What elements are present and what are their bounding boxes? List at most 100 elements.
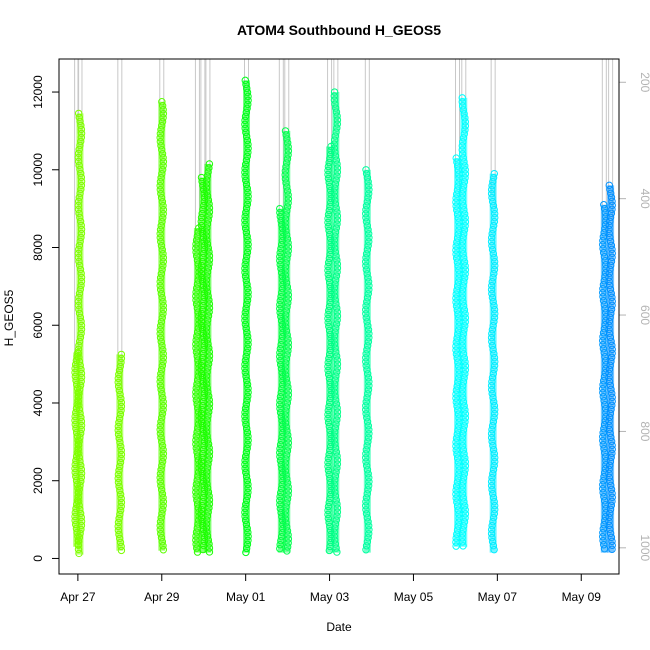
data-point (284, 191, 292, 199)
data-point (487, 185, 496, 194)
data-point (362, 206, 370, 214)
data-point (282, 259, 290, 267)
series-column (599, 201, 610, 553)
data-point (77, 517, 86, 526)
data-point (488, 329, 496, 338)
data-point (460, 226, 469, 234)
data-point (364, 274, 372, 282)
data-point (158, 146, 166, 154)
data-point (157, 270, 166, 278)
data-point (333, 212, 342, 220)
data-point (491, 357, 499, 366)
data-point (605, 181, 613, 190)
data-point (331, 276, 340, 284)
data-point (461, 366, 470, 374)
data-point (461, 506, 469, 514)
data-point (489, 465, 498, 474)
data-point (364, 230, 373, 238)
data-point (333, 268, 341, 276)
data-point (75, 353, 83, 362)
data-point (76, 505, 84, 514)
data-point (116, 458, 125, 467)
data-point (158, 510, 166, 518)
data-point (608, 493, 616, 502)
data-point (157, 418, 165, 426)
pressure-traces (74, 59, 614, 390)
data-point (458, 538, 467, 546)
data-point (362, 398, 370, 406)
data-point (242, 548, 250, 557)
data-point (202, 180, 211, 188)
data-point (488, 325, 497, 334)
data-point (283, 547, 291, 555)
data-point (157, 370, 165, 378)
data-point (205, 296, 213, 304)
data-point (241, 460, 249, 469)
data-point (332, 516, 341, 524)
data-point (490, 209, 499, 218)
data-point (362, 210, 370, 218)
data-point (75, 193, 83, 202)
data-point (156, 134, 164, 142)
data-point (77, 425, 86, 434)
data-point (607, 241, 616, 250)
data-point (362, 218, 371, 226)
data-point (458, 146, 466, 154)
data-point (489, 469, 497, 478)
data-point (332, 400, 341, 408)
data-point (606, 429, 614, 438)
data-point (158, 390, 166, 398)
data-point (157, 238, 165, 246)
data-point (76, 433, 84, 442)
data-point (325, 306, 333, 315)
data-point (490, 501, 499, 510)
data-point (281, 311, 290, 319)
data-point (75, 549, 83, 558)
data-point (364, 326, 373, 334)
data-point (114, 426, 122, 435)
data-point (489, 441, 497, 450)
data-point (77, 513, 85, 522)
data-point (599, 245, 607, 253)
data-point (74, 541, 83, 550)
data-point (115, 530, 123, 539)
data-point (281, 415, 289, 423)
data-point (458, 150, 467, 158)
data-point (241, 452, 250, 461)
data-point (365, 526, 373, 534)
data-point (281, 315, 289, 323)
data-point (77, 369, 86, 378)
data-point (461, 406, 469, 414)
data-point (490, 349, 498, 358)
data-point (487, 385, 496, 394)
data-point (458, 490, 467, 498)
data-point (330, 288, 338, 296)
data-point (203, 368, 211, 376)
data-point (489, 321, 497, 330)
data-point (115, 370, 123, 379)
data-point (333, 216, 342, 224)
data-point (332, 176, 340, 184)
data-point (284, 299, 292, 307)
data-point (159, 354, 168, 362)
data-point (205, 200, 213, 208)
data-point (332, 396, 340, 404)
x-tick-label: May 03 (310, 590, 350, 604)
data-point (243, 380, 252, 389)
data-point (242, 108, 251, 117)
data-point (607, 453, 615, 462)
data-point (458, 434, 466, 442)
data-point (244, 432, 252, 441)
data-point (330, 484, 339, 492)
data-point (362, 546, 370, 554)
data-point (156, 422, 165, 430)
data-point (244, 96, 252, 105)
data-point (324, 266, 332, 275)
data-point (606, 265, 614, 274)
data-point (459, 526, 467, 534)
data-point (324, 258, 333, 267)
data-point (488, 377, 496, 386)
data-point (158, 314, 166, 322)
data-point (202, 428, 211, 436)
data-point (490, 449, 499, 458)
